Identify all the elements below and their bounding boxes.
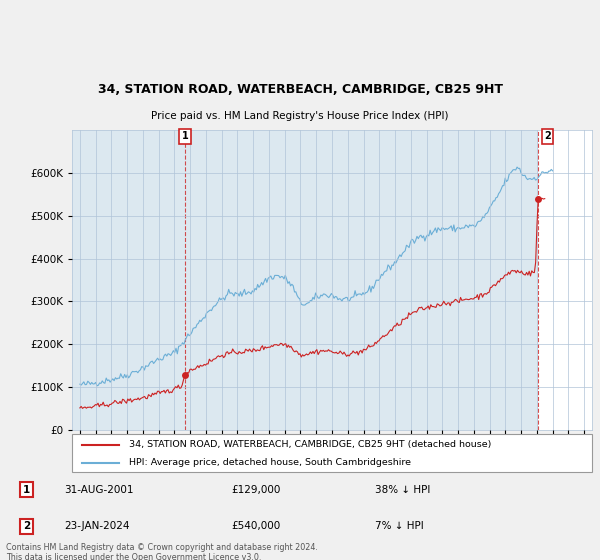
Text: 34, STATION ROAD, WATERBEACH, CAMBRIDGE, CB25 9HT: 34, STATION ROAD, WATERBEACH, CAMBRIDGE,…	[97, 83, 503, 96]
Text: 7% ↓ HPI: 7% ↓ HPI	[375, 521, 424, 531]
Text: 23-JAN-2024: 23-JAN-2024	[64, 521, 130, 531]
Text: 38% ↓ HPI: 38% ↓ HPI	[375, 484, 430, 494]
Text: 2: 2	[544, 132, 551, 142]
Bar	[538, 130, 592, 430]
Text: £129,000: £129,000	[231, 484, 280, 494]
Bar	[538, 130, 592, 430]
Text: 34, STATION ROAD, WATERBEACH, CAMBRIDGE, CB25 9HT (detached house): 34, STATION ROAD, WATERBEACH, CAMBRIDGE,…	[129, 440, 491, 449]
Text: 1: 1	[182, 132, 188, 142]
Text: 2: 2	[23, 521, 30, 531]
Text: HPI: Average price, detached house, South Cambridgeshire: HPI: Average price, detached house, Sout…	[129, 458, 411, 467]
Text: 31-AUG-2001: 31-AUG-2001	[64, 484, 133, 494]
Text: 1: 1	[23, 484, 30, 494]
Text: Contains HM Land Registry data © Crown copyright and database right 2024.
This d: Contains HM Land Registry data © Crown c…	[6, 543, 318, 560]
Text: £540,000: £540,000	[231, 521, 280, 531]
Text: Price paid vs. HM Land Registry's House Price Index (HPI): Price paid vs. HM Land Registry's House …	[151, 111, 449, 121]
